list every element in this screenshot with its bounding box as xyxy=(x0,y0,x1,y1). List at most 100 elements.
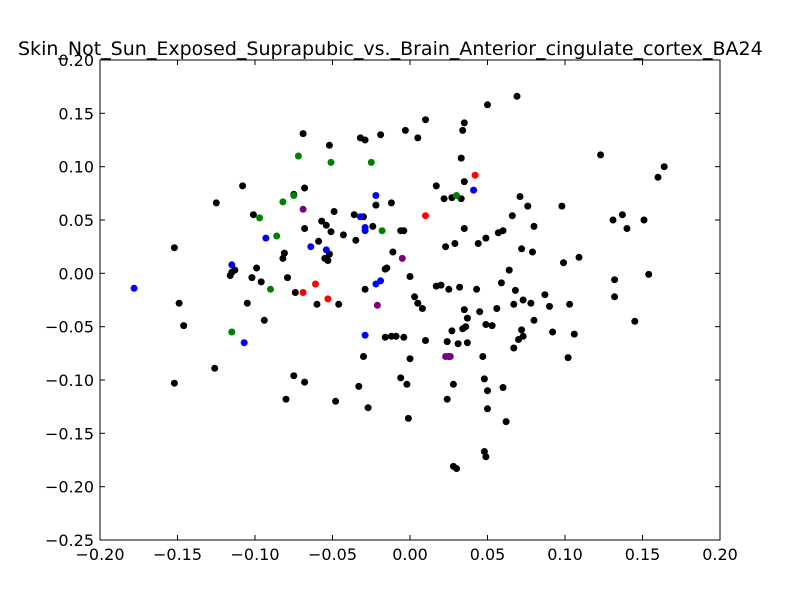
data-point xyxy=(299,205,307,213)
data-point xyxy=(267,285,274,293)
y-tick-label: −0.20 xyxy=(45,478,94,497)
data-point xyxy=(361,136,369,144)
data-point xyxy=(456,283,464,291)
data-point xyxy=(339,231,347,239)
data-point xyxy=(414,134,422,142)
data-point xyxy=(318,217,326,225)
data-point xyxy=(381,265,389,273)
data-point xyxy=(560,259,567,267)
data-point xyxy=(530,316,538,324)
data-point xyxy=(453,465,460,472)
data-point xyxy=(377,131,385,139)
data-point xyxy=(463,314,471,322)
data-point xyxy=(330,208,338,215)
data-point xyxy=(282,395,290,403)
data-point xyxy=(660,163,668,171)
data-point xyxy=(611,293,619,301)
data-point xyxy=(239,182,247,190)
y-tick-label: −0.25 xyxy=(45,531,94,550)
data-point xyxy=(322,246,330,254)
data-point xyxy=(482,234,490,242)
data-point xyxy=(301,378,309,386)
data-point xyxy=(361,285,369,293)
data-point xyxy=(403,380,411,388)
data-point xyxy=(502,418,510,426)
data-point xyxy=(549,328,557,336)
data-point xyxy=(497,279,505,287)
data-point xyxy=(335,300,343,308)
data-point xyxy=(294,152,302,160)
data-point xyxy=(253,264,261,272)
data-point xyxy=(513,92,521,100)
data-point xyxy=(460,178,468,186)
data-point xyxy=(378,227,386,235)
y-tick-label: 0.05 xyxy=(58,211,94,230)
data-point xyxy=(327,228,335,236)
data-point xyxy=(479,353,487,360)
data-point xyxy=(243,299,251,307)
data-point xyxy=(575,253,583,261)
data-point xyxy=(249,211,257,219)
data-point xyxy=(564,354,572,362)
data-point xyxy=(527,299,535,307)
data-point xyxy=(175,299,183,307)
data-point xyxy=(442,243,450,251)
data-point xyxy=(273,232,281,240)
data-point xyxy=(460,306,468,314)
data-point xyxy=(418,305,426,312)
data-point xyxy=(493,305,501,312)
data-point xyxy=(369,222,377,230)
data-point xyxy=(212,199,220,207)
data-point xyxy=(404,414,412,422)
data-point xyxy=(443,338,451,346)
data-point xyxy=(315,237,323,245)
data-point xyxy=(372,192,380,199)
data-point xyxy=(279,198,287,206)
data-point xyxy=(570,330,578,338)
data-point xyxy=(372,201,380,209)
data-point xyxy=(510,344,518,352)
x-tick-label: 0.20 xyxy=(702,545,738,564)
chart-title: Skin_Not_Sun_Exposed_Suprapubic_vs._Brai… xyxy=(18,38,763,60)
data-point xyxy=(631,317,639,325)
data-point xyxy=(471,171,479,179)
data-point xyxy=(400,227,408,235)
data-point xyxy=(448,327,456,335)
data-point xyxy=(313,300,321,308)
data-point xyxy=(367,158,375,166)
data-point xyxy=(558,202,566,210)
data-point xyxy=(611,276,619,284)
ticks-layer: −0.20 −0.15 −0.10 −0.05 0.00 0.05 0.10 0.15 0.20… xyxy=(45,51,738,564)
data-point xyxy=(356,213,364,221)
data-point xyxy=(284,274,291,282)
data-point xyxy=(240,339,248,347)
data-point xyxy=(401,126,409,134)
points-layer xyxy=(130,92,668,472)
data-point xyxy=(459,126,467,134)
data-point xyxy=(398,254,406,262)
data-point xyxy=(414,299,422,307)
data-point xyxy=(332,397,340,405)
data-point xyxy=(484,405,491,413)
data-point xyxy=(437,281,445,289)
data-point xyxy=(321,254,329,262)
data-point xyxy=(459,325,467,333)
data-point xyxy=(262,234,270,242)
data-point xyxy=(411,293,419,301)
data-point xyxy=(516,193,524,200)
data-point xyxy=(324,295,332,303)
data-point xyxy=(623,225,631,232)
data-point xyxy=(170,244,178,252)
data-point xyxy=(279,254,287,262)
data-point xyxy=(327,158,335,166)
data-point xyxy=(645,270,653,278)
data-point xyxy=(355,382,363,390)
data-point xyxy=(460,119,468,127)
data-point xyxy=(299,130,307,138)
data-point xyxy=(352,236,360,244)
data-point xyxy=(260,316,268,324)
data-point xyxy=(518,326,526,334)
data-point xyxy=(280,249,288,257)
data-point xyxy=(307,243,315,251)
